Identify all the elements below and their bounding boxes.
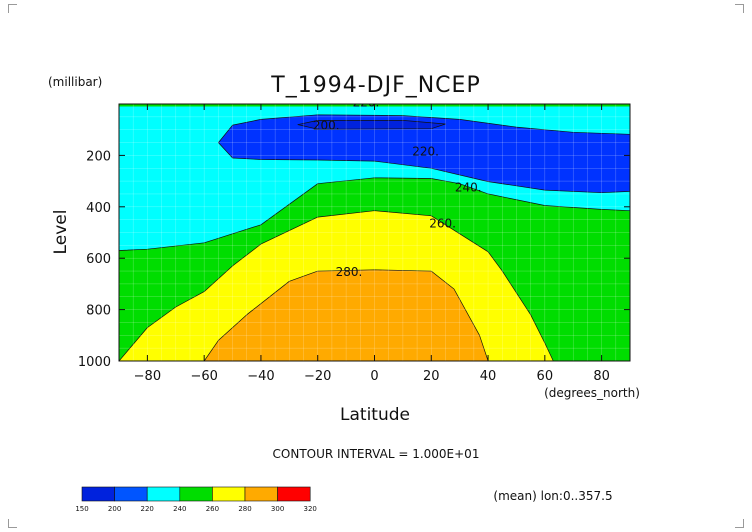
- colorbar-swatch: [81, 486, 115, 502]
- x-tick-label: −60: [190, 369, 217, 384]
- y-tick-label: 200: [86, 149, 111, 164]
- corner-mark-top-left: [8, 4, 17, 13]
- colorbar-tick-label: 260: [206, 505, 219, 513]
- corner-mark-bottom-right: [735, 519, 744, 528]
- x-unit-label: (degrees_north): [544, 386, 640, 400]
- x-axis-label: Latitude: [340, 405, 410, 425]
- x-tick-label: 80: [593, 369, 610, 384]
- colorbar-swatch: [179, 486, 213, 502]
- colorbar-tick-label: 150: [75, 505, 88, 513]
- corner-mark-top-right: [735, 4, 744, 13]
- contour-band-200: [218, 114, 630, 194]
- y-tick-label: 600: [86, 252, 111, 267]
- y-tick-label: 400: [86, 201, 111, 216]
- colorbar-tick-label: 200: [108, 505, 121, 513]
- contour-label: 200.: [313, 119, 340, 133]
- colorbar-swatch: [114, 486, 148, 502]
- colorbar-swatch: [244, 486, 278, 502]
- colorbar-swatch: [146, 486, 181, 502]
- colorbar-tick-label: 220: [141, 505, 154, 513]
- corner-mark-bottom-left: [8, 519, 17, 528]
- colorbar-swatch: [277, 486, 311, 502]
- x-tick-label: 0: [370, 369, 378, 384]
- contour-band-190: [297, 120, 446, 130]
- plot-area: 200. 220. 220. 240. 260. 280. −80 −60 −40 −20 0 20 4…: [78, 96, 631, 384]
- x-tick-label: −80: [134, 369, 161, 384]
- x-tick-label: −40: [247, 369, 274, 384]
- y-tick-label: 800: [86, 304, 111, 319]
- contour-band-280: [203, 269, 489, 361]
- colorbar-swatch: [212, 486, 246, 502]
- x-tick-label: −20: [304, 369, 331, 384]
- colorbar-tick-label: 300: [271, 505, 284, 513]
- contour-interval-label: CONTOUR INTERVAL = 1.000E+01: [273, 447, 480, 461]
- contour-label: 220.: [353, 96, 380, 110]
- colorbar-tick-label: 240: [173, 505, 186, 513]
- x-tick-label: 20: [423, 369, 440, 384]
- colorbar-tick-label: 320: [304, 505, 317, 513]
- contour-label: 260.: [429, 216, 456, 230]
- contour-label: 220.: [412, 144, 439, 158]
- y-unit-label: (millibar): [48, 75, 102, 89]
- colorbar-tick-label: 280: [238, 505, 251, 513]
- averaging-info: (mean) lon:0..357.5: [493, 489, 612, 503]
- contour-label: 240.: [455, 180, 482, 194]
- x-tick-label: 60: [537, 369, 554, 384]
- y-axis-label: Level: [51, 210, 71, 255]
- colorbar: 150 200 220 240 260 280 300 320: [75, 486, 317, 513]
- y-tick-label: 1000: [78, 355, 111, 370]
- chart-title: T_1994-DJF_NCEP: [270, 73, 480, 98]
- x-tick-label: 40: [480, 369, 497, 384]
- contour-label: 280.: [336, 265, 363, 279]
